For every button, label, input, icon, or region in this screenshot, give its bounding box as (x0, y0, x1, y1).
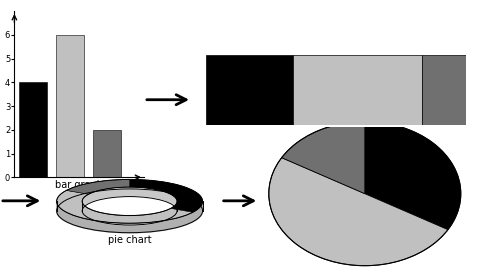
Polygon shape (66, 179, 130, 194)
Bar (422, 55, 466, 125)
Polygon shape (82, 201, 177, 225)
Ellipse shape (57, 189, 203, 233)
Bar (19, 82, 47, 177)
Ellipse shape (82, 197, 177, 225)
Bar (206, 55, 293, 125)
Polygon shape (365, 122, 461, 230)
Polygon shape (57, 201, 203, 233)
Bar (93, 130, 121, 177)
Polygon shape (130, 179, 203, 212)
Polygon shape (269, 158, 448, 266)
Polygon shape (282, 122, 365, 194)
Text: strip graph: strip graph (309, 145, 363, 155)
X-axis label: bar graph: bar graph (55, 180, 103, 190)
Bar (293, 55, 422, 125)
Polygon shape (57, 190, 193, 223)
Bar (56, 35, 84, 177)
Text: pie chart: pie chart (108, 235, 151, 245)
